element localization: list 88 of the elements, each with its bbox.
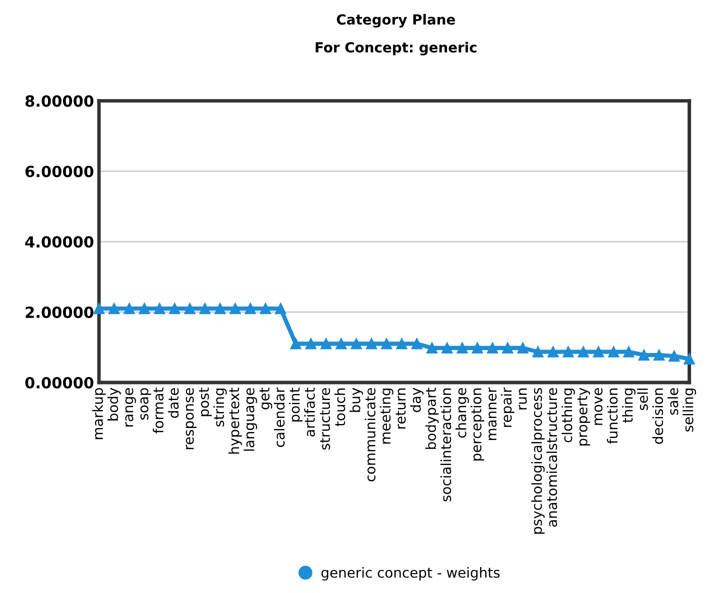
x-tick-label: manner	[488, 387, 497, 440]
point	[230, 302, 241, 314]
x-tick-label: touch	[334, 388, 346, 426]
x-tick-label: perception	[470, 388, 484, 460]
x-tick-label: calendar	[274, 387, 285, 447]
point	[199, 302, 210, 314]
x-tick-label: format	[152, 388, 164, 434]
x-tick-label: sale	[667, 388, 678, 415]
x-tick-label: property	[577, 388, 590, 446]
x-tick-label: structure	[320, 388, 330, 450]
point	[456, 342, 468, 354]
point	[305, 338, 316, 350]
point	[350, 338, 362, 350]
point	[592, 346, 604, 358]
x-tick-label: anatomicalstructure	[546, 388, 558, 527]
point	[442, 342, 453, 354]
point	[548, 346, 559, 358]
y-tick-label: 0.00000	[25, 376, 94, 389]
x-tick-label: buy	[350, 388, 364, 412]
point	[684, 353, 695, 364]
point	[532, 346, 544, 358]
x-tick-label: function	[606, 388, 618, 444]
point	[169, 302, 180, 314]
point	[108, 302, 120, 314]
x-tick-label: selling	[682, 388, 696, 432]
y-tick-label: 6.00000	[25, 166, 94, 178]
point	[381, 338, 392, 350]
chart-subtitle: For Concept: generic	[316, 42, 476, 56]
point	[396, 338, 408, 350]
point	[562, 346, 574, 358]
chart-title: Category Plane	[336, 14, 455, 28]
point	[320, 338, 332, 350]
x-tick-label: decision	[652, 388, 664, 444]
x-tick-label: bodypart	[425, 388, 439, 449]
x-tick-label: language	[244, 388, 258, 451]
point	[138, 302, 150, 314]
point	[502, 342, 514, 354]
point	[653, 349, 665, 361]
point	[214, 302, 226, 314]
point	[124, 302, 135, 314]
x-tick-label: range	[125, 388, 136, 426]
x-tick-label: string	[213, 388, 227, 426]
x-tick-label: soap	[140, 388, 152, 420]
point	[668, 350, 680, 362]
x-tick-label: point	[289, 388, 302, 422]
point	[426, 342, 438, 354]
point	[608, 346, 620, 358]
y-tick-label: 8.00000	[25, 95, 94, 107]
point	[472, 342, 483, 354]
x-tick-label: psychologicalprocess	[531, 388, 545, 534]
y-tick-label: 2.00000	[26, 306, 94, 318]
x-tick-label: run	[518, 388, 527, 410]
x-tick-label: post	[199, 388, 212, 416]
point	[275, 302, 286, 314]
point	[486, 342, 498, 354]
x-tick-label: date	[168, 388, 179, 418]
point	[623, 346, 634, 358]
x-tick-label: body	[107, 388, 121, 420]
x-tick-label: day	[410, 388, 424, 412]
point	[260, 302, 272, 314]
x-tick-label: return	[396, 388, 406, 429]
point	[290, 338, 302, 350]
point	[244, 302, 256, 314]
x-tick-label: sell	[637, 388, 648, 410]
point	[366, 338, 378, 350]
point	[578, 346, 589, 358]
x-tick-label: response	[186, 388, 197, 450]
point	[154, 302, 166, 314]
x-tick-label: socialinteraction	[440, 388, 452, 502]
x-tick-label: artifact	[304, 388, 315, 437]
x-tick-label: markup	[92, 388, 106, 440]
x-tick-label: meeting	[380, 388, 394, 444]
x-tick-label: clothing	[562, 388, 575, 442]
point	[517, 342, 528, 354]
x-tick-label: get	[260, 388, 272, 410]
point	[336, 338, 347, 350]
y-tick-label: 4.00000	[25, 236, 94, 248]
x-tick-label: hypertext	[228, 388, 242, 454]
point	[411, 338, 422, 350]
point	[638, 349, 650, 361]
legend-label: generic concept - weights	[321, 567, 500, 580]
point	[184, 302, 196, 314]
x-tick-label: repair	[500, 387, 514, 427]
x-tick-label: move	[594, 388, 603, 425]
x-tick-label: communicate	[364, 388, 376, 482]
x-tick-label: thing	[622, 388, 636, 423]
x-tick-label: change	[456, 388, 469, 438]
point	[93, 302, 105, 314]
